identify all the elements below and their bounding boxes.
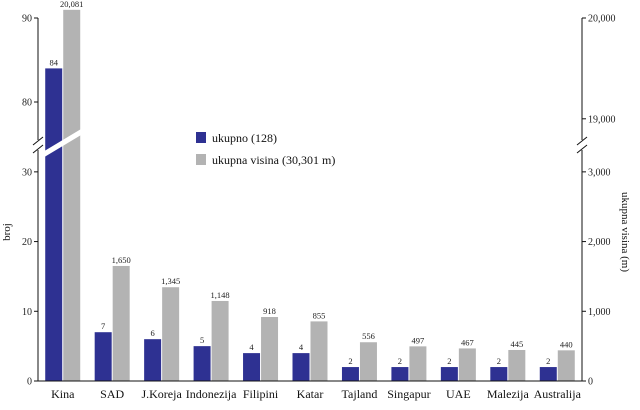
data-label-ukupno-malezija: 2 <box>497 356 501 366</box>
bar-visina-sad <box>112 265 130 381</box>
bar-visina-indonezija <box>211 300 229 381</box>
data-label-ukupno-uae: 2 <box>447 356 451 366</box>
legend-label-ukupno: ukupno (128) <box>212 131 277 145</box>
data-label-ukupno-katar: 4 <box>299 342 304 352</box>
tick-label-right-3-000: 3,000 <box>588 167 611 178</box>
data-label-ukupno-tajland: 2 <box>348 356 352 366</box>
bar-ukupno-australija <box>539 367 557 381</box>
y-axis-label-left: broj <box>1 223 13 241</box>
data-label-ukupno-australija: 2 <box>546 356 550 366</box>
bar-ukupno-katar <box>292 353 310 381</box>
data-label-ukupno-singapur: 2 <box>398 356 402 366</box>
data-label-visina-uae: 467 <box>461 337 474 347</box>
category-label-tajland: Tajland <box>342 387 378 401</box>
data-label-visina-malezija: 445 <box>510 339 523 349</box>
data-label-ukupno-kina: 84 <box>49 57 58 67</box>
category-label-sad: SAD <box>100 387 124 401</box>
tick-label-right-0: 0 <box>588 377 593 388</box>
tick-label-left-80: 80 <box>22 98 32 109</box>
category-label-j-koreja: J.Koreja <box>141 387 182 401</box>
tick-label-left-0: 0 <box>27 377 32 388</box>
category-label-singapur: Singapur <box>387 387 430 401</box>
category-label-uae: UAE <box>446 387 471 401</box>
data-label-visina-katar: 855 <box>313 310 326 320</box>
category-labels: Kina SAD J.Koreja Indonezija Filipini Katar Ta… <box>51 387 582 401</box>
bar-ukupno-filipini <box>243 353 261 381</box>
data-label-visina-singapur: 497 <box>412 335 425 345</box>
axis-break-right-b <box>576 136 588 146</box>
bar-visina-katar <box>310 321 328 381</box>
tick-label-left-30: 30 <box>22 167 32 178</box>
bar-ukupno-tajland <box>341 367 359 381</box>
bar-ukupno-indonezija <box>193 346 211 381</box>
bar-visina-uae <box>458 348 476 381</box>
bars-layer <box>45 9 575 382</box>
category-label-kina: Kina <box>51 387 75 401</box>
category-label-filipini: Filipini <box>243 387 279 401</box>
ticks-layer: 0 10 20 30 80 90 0 1,000 2,000 3,000 19,000 20,000 <box>22 14 616 388</box>
legend-label-visina: ukupna visina (30,301 m) <box>212 153 335 167</box>
category-label-malezija: Malezija <box>487 387 530 401</box>
axis-break-left-a <box>32 144 44 154</box>
bar-ukupno-sad <box>94 332 112 381</box>
bar-visina-filipini <box>261 317 279 381</box>
data-label-visina-kina: 20,081 <box>60 0 83 9</box>
axes-layer <box>32 18 588 382</box>
data-label-visina-filipini: 918 <box>263 306 276 316</box>
category-label-katar: Katar <box>297 387 324 401</box>
tick-label-right-2-000: 2,000 <box>588 237 611 248</box>
tick-label-right-19-000: 19,000 <box>588 114 616 125</box>
axis-break-right-a <box>576 144 588 154</box>
legend: ukupno (128) ukupna visina (30,301 m) <box>196 131 335 167</box>
tick-label-left-20: 20 <box>22 237 32 248</box>
tick-label-right-1-000: 1,000 <box>588 307 611 318</box>
bar-visina-kina <box>63 9 81 381</box>
bar-visina-j-koreja <box>162 287 180 381</box>
bar-visina-australija <box>557 350 575 381</box>
bar-visina-singapur <box>409 346 427 381</box>
category-label-indonezija: Indonezija <box>186 387 237 401</box>
bar-visina-tajland <box>359 342 377 381</box>
data-label-visina-j-koreja: 1,345 <box>161 276 180 286</box>
data-label-ukupno-sad: 7 <box>101 321 105 331</box>
data-label-visina-indonezija: 1,148 <box>211 290 230 300</box>
data-label-ukupno-filipini: 4 <box>249 342 254 352</box>
data-labels: 8420,08171,65061,34551,14849184855255624… <box>49 0 572 366</box>
axis-break-left-b <box>32 136 44 146</box>
tick-label-left-90: 90 <box>22 14 32 25</box>
data-label-ukupno-j-koreja: 6 <box>151 328 155 338</box>
legend-swatch-ukupno <box>196 132 206 143</box>
bar-ukupno-malezija <box>490 367 508 381</box>
tick-label-right-20-000: 20,000 <box>588 14 616 25</box>
bar-ukupno-singapur <box>391 367 409 381</box>
bar-break-gap <box>42 128 83 158</box>
category-label-australija: Australija <box>534 387 582 401</box>
bar-ukupno-kina <box>45 68 63 382</box>
data-label-visina-australija: 440 <box>560 339 573 349</box>
data-label-visina-sad: 1,650 <box>112 255 131 265</box>
data-label-visina-tajland: 556 <box>362 331 375 341</box>
bar-ukupno-uae <box>440 367 458 381</box>
bar-ukupno-j-koreja <box>144 339 162 381</box>
legend-swatch-visina <box>196 154 206 165</box>
y-axis-label-right: ukupna visina (m) <box>619 192 631 272</box>
bar-visina-malezija <box>508 349 526 381</box>
data-label-ukupno-indonezija: 5 <box>200 335 204 345</box>
tick-label-left-10: 10 <box>22 307 32 318</box>
